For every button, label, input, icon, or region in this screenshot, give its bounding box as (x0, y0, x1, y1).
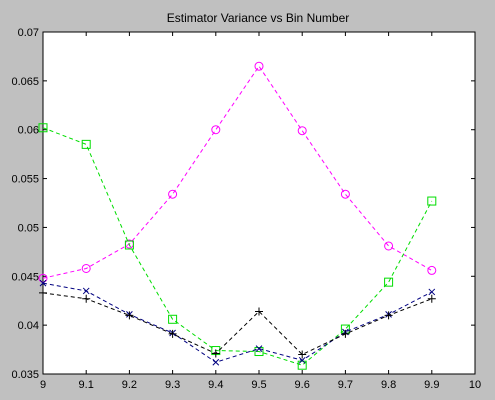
x-tick-label: 9 (40, 379, 46, 391)
series-4 (39, 288, 436, 359)
plot-area (42, 31, 476, 375)
y-tick-label: 0.045 (11, 271, 39, 283)
plus-marker (125, 311, 134, 320)
y-tick-label: 0.06 (18, 125, 39, 137)
x-marker (82, 287, 90, 295)
square-marker (81, 139, 91, 149)
square-marker (124, 240, 134, 250)
x-tick-label: 9.8 (381, 379, 396, 391)
circle-marker (384, 241, 394, 251)
y-tick-label: 0.065 (11, 76, 39, 88)
y-tick-label: 0.04 (18, 320, 39, 332)
x-marker (298, 356, 306, 364)
plus-marker (255, 307, 263, 316)
plus-marker (168, 329, 177, 338)
x-marker (428, 288, 436, 296)
series-line (42, 65, 433, 279)
circle-marker (168, 189, 178, 199)
x-tick-label: 9.5 (251, 379, 266, 391)
square-marker (297, 360, 307, 370)
x-tick-label: 9.9 (424, 379, 439, 391)
series-1 (38, 61, 437, 283)
square-marker (168, 314, 178, 324)
y-tick-label: 0.055 (11, 174, 39, 186)
circle-marker (297, 126, 307, 136)
x-marker (212, 358, 220, 366)
circle-marker (38, 273, 48, 283)
y-tick-label: 0.05 (18, 222, 39, 234)
plus-marker (384, 311, 393, 320)
series-layer (38, 61, 437, 370)
x-tick-label: 9.4 (208, 379, 223, 391)
circle-marker (427, 265, 437, 275)
square-marker (254, 347, 264, 357)
axes: 9 9.1 9.2 9.3 9.4 9.5 9.6 9.7 9.8 9.9 10 0.035 0.04 0… (11, 27, 481, 391)
plus-marker (341, 329, 350, 338)
square-marker (38, 123, 48, 133)
x-marker (39, 279, 47, 287)
y-tick-label: 0.07 (18, 27, 39, 39)
y-tick-label: 0.035 (11, 369, 39, 381)
series-line (42, 282, 433, 363)
x-tick-label: 9.3 (165, 379, 180, 391)
circle-marker (81, 263, 91, 273)
circle-marker (211, 125, 221, 135)
circle-marker (340, 189, 350, 199)
plus-marker (82, 294, 91, 303)
x-tick-label: 9.7 (338, 379, 353, 391)
chart-title: Estimator Variance vs Bin Number (167, 11, 350, 25)
series-line (42, 292, 432, 356)
plus-marker (427, 294, 436, 303)
x-tick-label: 9.1 (79, 379, 94, 391)
square-marker (384, 277, 394, 287)
x-tick-label: 9.2 (122, 379, 137, 391)
circle-marker (254, 61, 264, 71)
plus-marker (211, 349, 220, 358)
x-tick-label: 10 (469, 379, 481, 391)
plus-marker (39, 288, 47, 297)
square-marker (427, 196, 437, 206)
x-marker (255, 345, 263, 352)
series-line (42, 127, 433, 366)
x-tick-label: 9.6 (295, 379, 310, 391)
plus-marker (298, 350, 307, 359)
